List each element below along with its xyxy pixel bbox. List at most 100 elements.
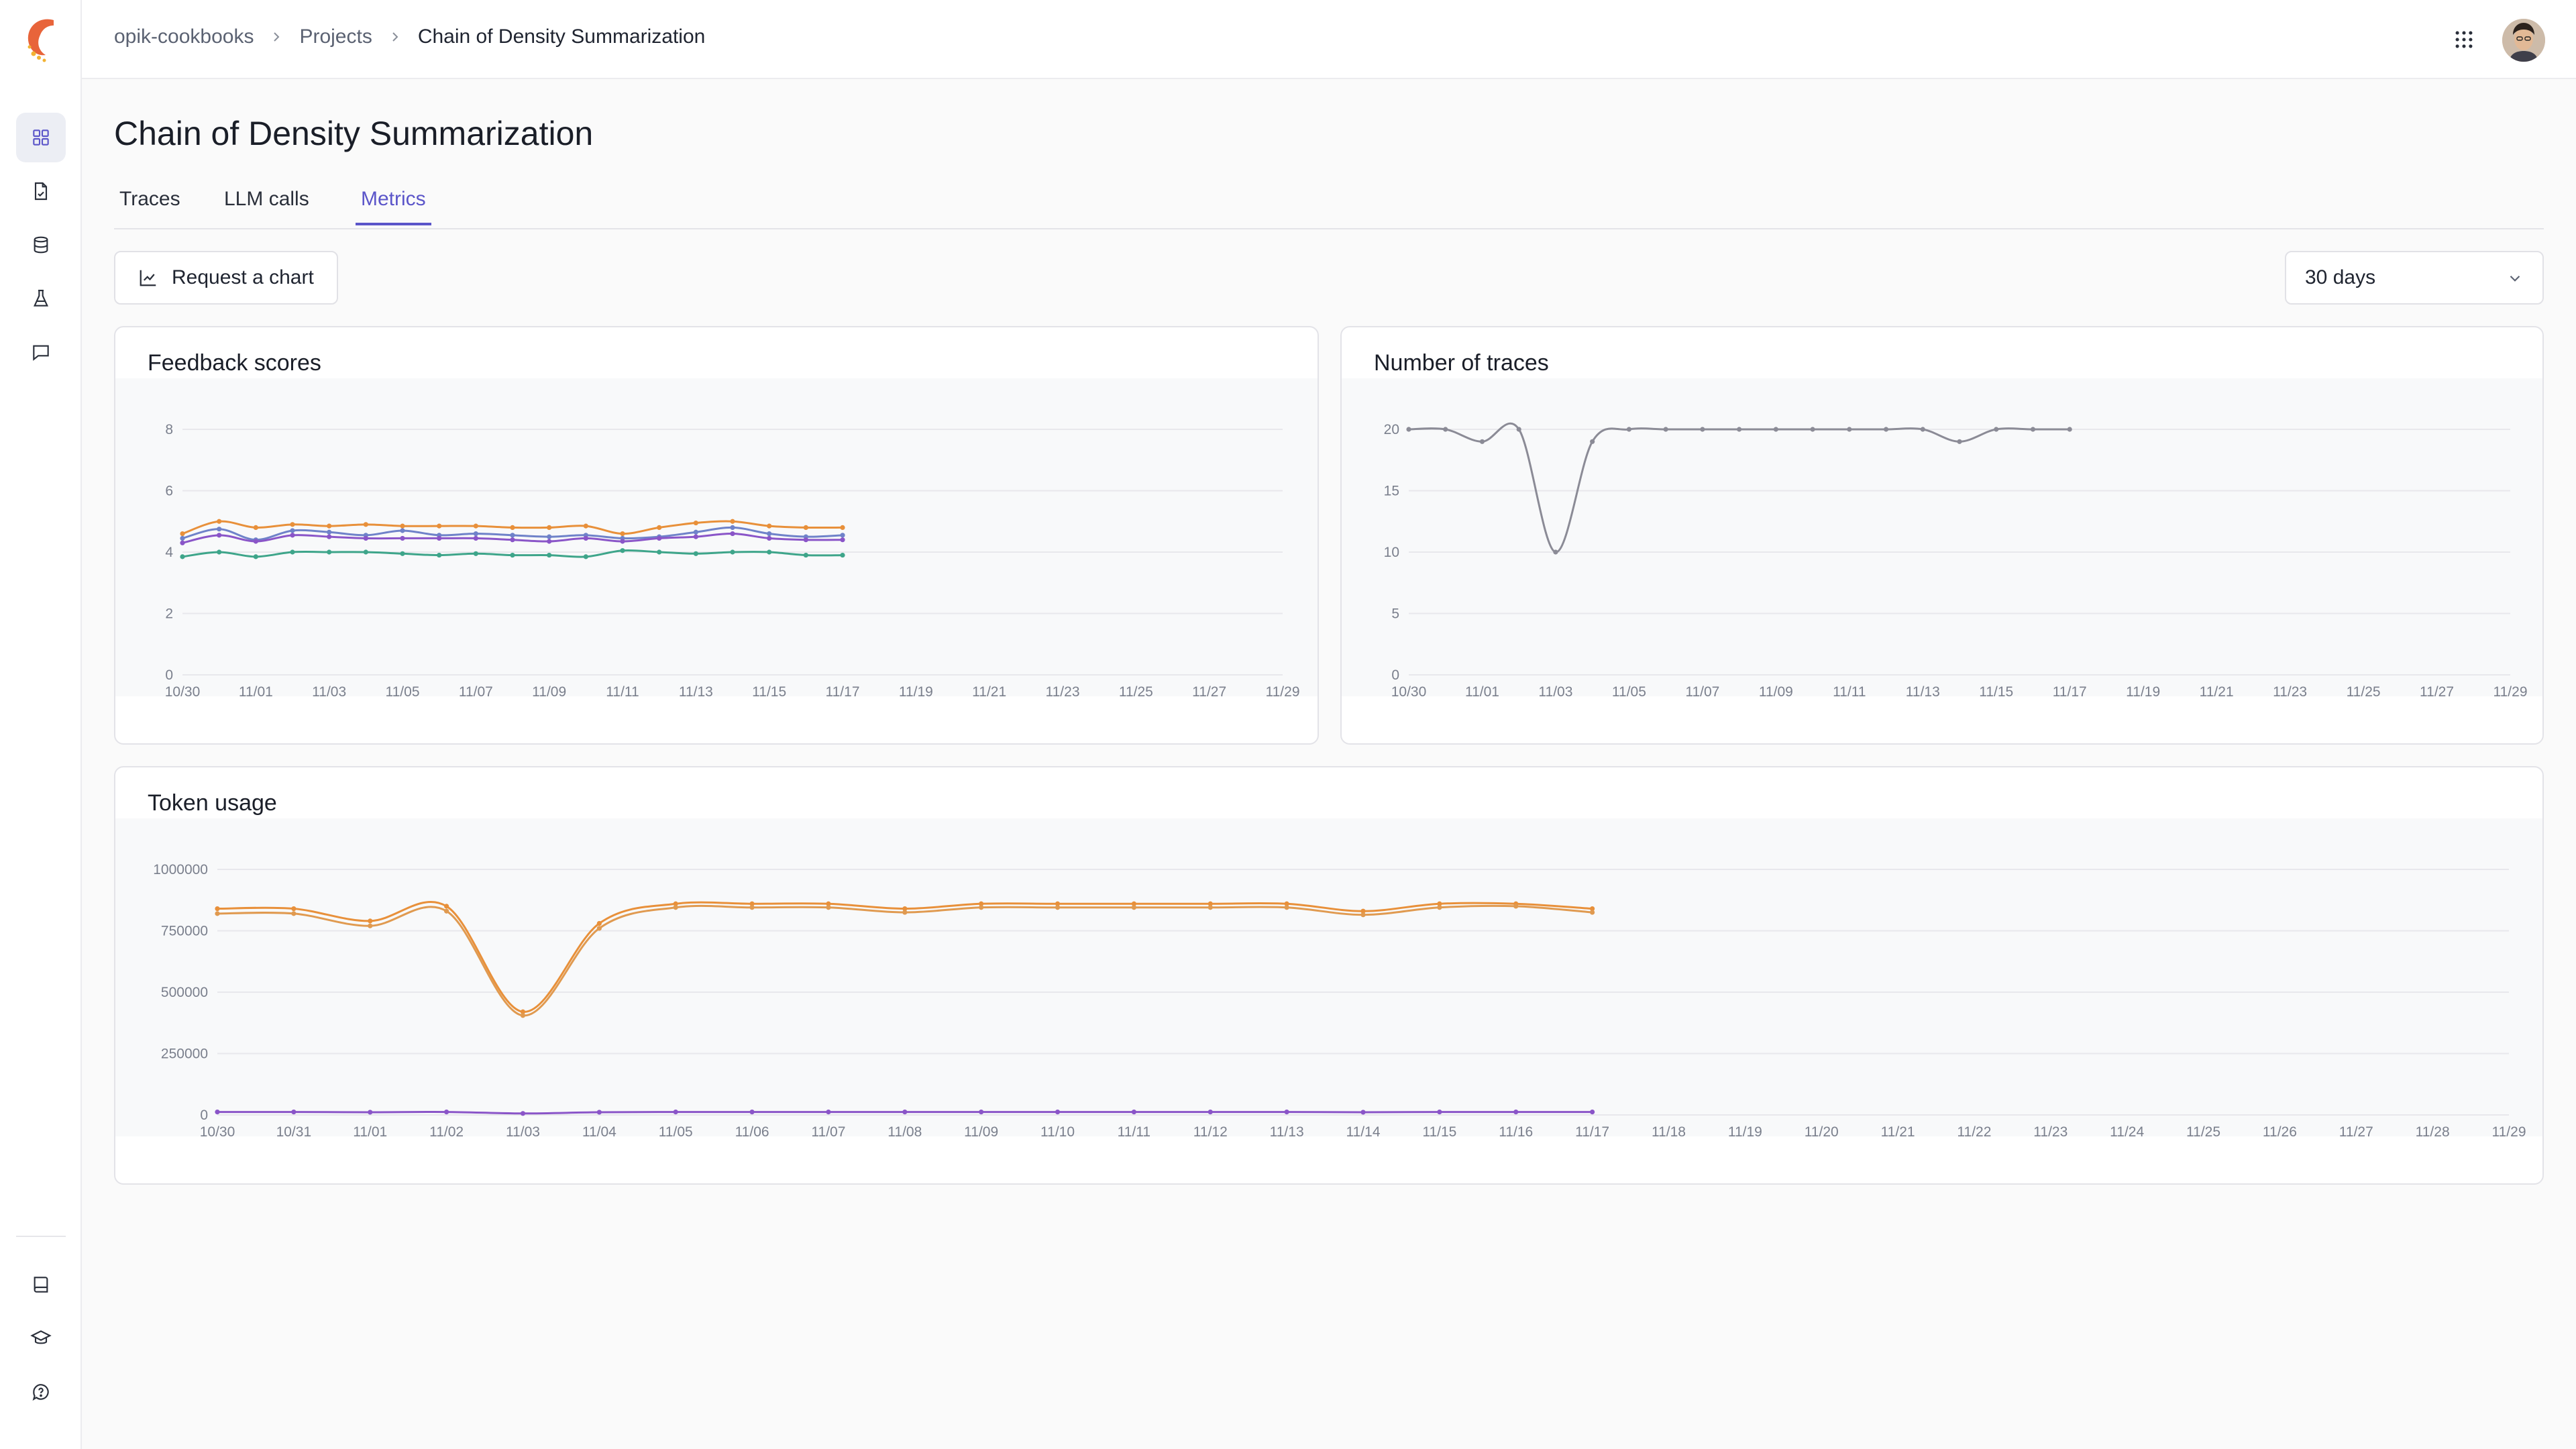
x-tick-label: 11/25 [2186, 1124, 2220, 1140]
data-point [730, 531, 735, 537]
data-point [657, 525, 662, 530]
sidebar-item-feedback[interactable] [16, 327, 66, 377]
data-point [1920, 427, 1925, 432]
data-point [673, 901, 678, 906]
data-point [547, 539, 552, 544]
data-point [840, 537, 845, 543]
date-range-value: 30 days [2305, 266, 2376, 288]
sidebar-item-dashboard[interactable] [16, 113, 66, 162]
data-point [1055, 905, 1061, 910]
breadcrumb-projects[interactable]: Projects [299, 25, 372, 48]
sidebar-item-help[interactable] [16, 1367, 66, 1417]
data-point [1360, 908, 1366, 914]
data-point [400, 523, 405, 529]
data-point [803, 525, 808, 530]
data-point [583, 523, 588, 529]
sidebar-item-datasets[interactable] [16, 220, 66, 270]
date-range-select[interactable]: 30 days [2285, 251, 2544, 305]
tab-traces[interactable]: Traces [119, 188, 180, 210]
data-point [437, 535, 442, 541]
data-point [1360, 912, 1366, 918]
y-tick-label: 0 [200, 1108, 208, 1123]
data-point [1590, 910, 1595, 915]
apps-grid-icon[interactable] [2453, 28, 2475, 51]
data-point [1208, 905, 1213, 910]
x-tick-label: 11/17 [2053, 684, 2087, 700]
data-point [1516, 427, 1521, 432]
data-point [620, 531, 625, 537]
y-tick-label: 6 [165, 484, 173, 499]
y-tick-label: 10 [1384, 545, 1399, 560]
data-point [1284, 901, 1289, 906]
x-tick-label: 11/11 [1118, 1124, 1150, 1140]
data-point [547, 534, 552, 539]
x-tick-label: 11/21 [1881, 1124, 1915, 1140]
data-point [826, 1110, 831, 1115]
data-point [363, 549, 368, 555]
sidebar-item-docs[interactable] [16, 1260, 66, 1309]
number-of-traces-chart: 0 5 10 15 20 10/30 11/01 11/03 11/05 11/07 11/09 11… [1342, 378, 2542, 700]
sidebar-item-traces[interactable] [16, 166, 66, 216]
x-tick-label: 11/04 [582, 1124, 616, 1140]
data-point [840, 552, 845, 558]
x-tick-label: 11/05 [1612, 684, 1646, 700]
data-point [1700, 427, 1705, 432]
x-tick-label: 11/15 [1979, 684, 2013, 700]
user-avatar[interactable] [2502, 19, 2545, 62]
y-tick-label: 500000 [161, 985, 208, 1000]
data-point [400, 528, 405, 533]
data-point [1284, 1110, 1289, 1115]
chart-title: Number of traces [1374, 350, 1549, 376]
data-point [1437, 901, 1442, 906]
request-chart-button[interactable]: Request a chart [114, 251, 338, 305]
x-tick-label: 11/21 [972, 684, 1006, 700]
data-point [730, 525, 735, 530]
data-point [693, 529, 698, 535]
data-point [217, 527, 222, 532]
data-point [693, 551, 698, 556]
x-tick-label: 11/29 [1266, 684, 1300, 700]
data-point [290, 549, 295, 555]
chevron-down-icon [2510, 275, 2520, 282]
opik-logo[interactable] [20, 16, 62, 63]
x-tick-label: 11/11 [606, 684, 639, 700]
x-tick-label: 11/01 [353, 1124, 387, 1140]
data-point [253, 554, 258, 559]
x-tick-label: 11/09 [532, 684, 566, 700]
data-point [2067, 427, 2072, 432]
data-point [327, 529, 332, 535]
x-tick-label: 11/01 [1465, 684, 1499, 700]
token-usage-chart: 0 250000 500000 750000 1000000 10/30 10/31 11/0… [115, 818, 2542, 1140]
sidebar [0, 0, 82, 1449]
breadcrumb-workspace[interactable]: opik-cookbooks [114, 25, 254, 48]
tab-metrics[interactable]: Metrics [356, 188, 431, 225]
tab-llm-calls[interactable]: LLM calls [224, 188, 309, 210]
y-tick-label: 8 [165, 422, 173, 437]
x-tick-label: 11/18 [1652, 1124, 1686, 1140]
data-point [620, 548, 625, 553]
data-point [902, 1110, 908, 1115]
data-point [583, 535, 588, 541]
data-point [180, 531, 185, 537]
data-point [290, 528, 295, 533]
data-point [1883, 427, 1889, 432]
chart-title: Token usage [148, 790, 277, 816]
data-point [1626, 427, 1631, 432]
sidebar-item-learn[interactable] [16, 1313, 66, 1363]
data-point [473, 531, 478, 537]
data-point [902, 910, 908, 915]
data-point [803, 552, 808, 558]
data-point [473, 535, 478, 541]
sidebar-item-experiments[interactable] [16, 274, 66, 323]
x-tick-label: 11/19 [2126, 684, 2160, 700]
data-point [826, 905, 831, 910]
x-tick-label: 10/30 [1391, 684, 1427, 700]
data-point [215, 906, 220, 912]
data-point [749, 901, 755, 906]
x-tick-label: 10/30 [200, 1124, 235, 1140]
feedback-scores-chart: 0 2 4 6 8 10/30 11/01 11/03 11/05 11/07 11/09 11/11… [115, 378, 1318, 700]
line-chart-icon [140, 270, 156, 286]
chevron-right-icon [274, 32, 280, 42]
data-point [749, 1110, 755, 1115]
data-point [749, 905, 755, 910]
